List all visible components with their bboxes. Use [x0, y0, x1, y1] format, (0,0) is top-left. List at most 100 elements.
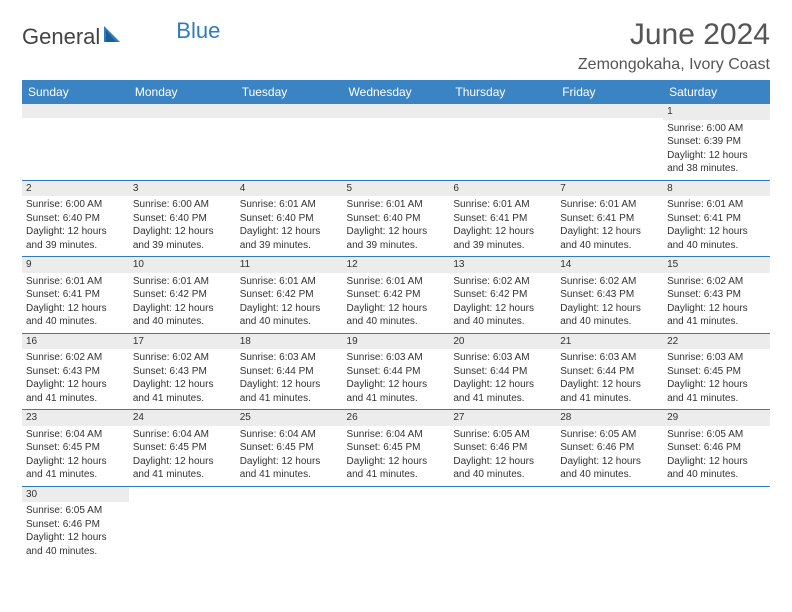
sunset-text: Sunset: 6:44 PM	[560, 365, 659, 379]
daylight-text: Daylight: 12 hours and 41 minutes.	[347, 455, 446, 482]
day-number: 2	[22, 181, 129, 197]
calendar-cell: 4Sunrise: 6:01 AMSunset: 6:40 PMDaylight…	[236, 180, 343, 257]
day-number: 7	[556, 181, 663, 197]
daylight-text: Daylight: 12 hours and 40 minutes.	[347, 302, 446, 329]
cell-body: Sunrise: 6:01 AMSunset: 6:41 PMDaylight:…	[556, 196, 663, 256]
calendar-cell	[556, 104, 663, 180]
sunset-text: Sunset: 6:41 PM	[453, 212, 552, 226]
calendar-cell: 6Sunrise: 6:01 AMSunset: 6:41 PMDaylight…	[449, 180, 556, 257]
calendar-cell: 20Sunrise: 6:03 AMSunset: 6:44 PMDayligh…	[449, 333, 556, 410]
cell-body: Sunrise: 6:03 AMSunset: 6:44 PMDaylight:…	[343, 349, 450, 409]
sunset-text: Sunset: 6:43 PM	[26, 365, 125, 379]
cell-body: Sunrise: 6:04 AMSunset: 6:45 PMDaylight:…	[343, 426, 450, 486]
day-number: 19	[343, 334, 450, 350]
daylight-text: Daylight: 12 hours and 41 minutes.	[240, 378, 339, 405]
weekday-header: Friday	[556, 80, 663, 104]
sunset-text: Sunset: 6:42 PM	[453, 288, 552, 302]
daylight-text: Daylight: 12 hours and 40 minutes.	[453, 455, 552, 482]
cell-body: Sunrise: 6:04 AMSunset: 6:45 PMDaylight:…	[236, 426, 343, 486]
day-number: 12	[343, 257, 450, 273]
cell-body: Sunrise: 6:02 AMSunset: 6:43 PMDaylight:…	[22, 349, 129, 409]
daylight-text: Daylight: 12 hours and 40 minutes.	[26, 531, 125, 558]
sunset-text: Sunset: 6:43 PM	[133, 365, 232, 379]
day-number	[663, 487, 770, 501]
sunset-text: Sunset: 6:46 PM	[560, 441, 659, 455]
sunrise-text: Sunrise: 6:05 AM	[26, 504, 125, 518]
day-number: 5	[343, 181, 450, 197]
sunrise-text: Sunrise: 6:00 AM	[26, 198, 125, 212]
sunset-text: Sunset: 6:45 PM	[26, 441, 125, 455]
cell-body: Sunrise: 6:01 AMSunset: 6:41 PMDaylight:…	[449, 196, 556, 256]
sunset-text: Sunset: 6:42 PM	[133, 288, 232, 302]
daylight-text: Daylight: 12 hours and 39 minutes.	[240, 225, 339, 252]
sunrise-text: Sunrise: 6:02 AM	[560, 275, 659, 289]
daylight-text: Daylight: 12 hours and 40 minutes.	[667, 455, 766, 482]
calendar-cell: 7Sunrise: 6:01 AMSunset: 6:41 PMDaylight…	[556, 180, 663, 257]
day-number: 8	[663, 181, 770, 197]
day-number: 23	[22, 410, 129, 426]
sunrise-text: Sunrise: 6:04 AM	[347, 428, 446, 442]
calendar-cell: 18Sunrise: 6:03 AMSunset: 6:44 PMDayligh…	[236, 333, 343, 410]
day-number: 25	[236, 410, 343, 426]
brand-logo: General Blue	[22, 18, 220, 50]
daylight-text: Daylight: 12 hours and 41 minutes.	[133, 455, 232, 482]
weekday-header: Saturday	[663, 80, 770, 104]
cell-body: Sunrise: 6:00 AMSunset: 6:40 PMDaylight:…	[129, 196, 236, 256]
sunrise-text: Sunrise: 6:02 AM	[133, 351, 232, 365]
calendar-row: 2Sunrise: 6:00 AMSunset: 6:40 PMDaylight…	[22, 180, 770, 257]
sunset-text: Sunset: 6:44 PM	[453, 365, 552, 379]
daylight-text: Daylight: 12 hours and 41 minutes.	[667, 302, 766, 329]
calendar-row: 16Sunrise: 6:02 AMSunset: 6:43 PMDayligh…	[22, 333, 770, 410]
daylight-text: Daylight: 12 hours and 41 minutes.	[26, 455, 125, 482]
day-number	[343, 104, 450, 118]
day-number: 24	[129, 410, 236, 426]
day-number	[556, 104, 663, 118]
cell-body: Sunrise: 6:05 AMSunset: 6:46 PMDaylight:…	[22, 502, 129, 562]
sunrise-text: Sunrise: 6:03 AM	[560, 351, 659, 365]
calendar-cell: 5Sunrise: 6:01 AMSunset: 6:40 PMDaylight…	[343, 180, 450, 257]
day-number: 11	[236, 257, 343, 273]
daylight-text: Daylight: 12 hours and 41 minutes.	[453, 378, 552, 405]
day-number	[236, 104, 343, 118]
calendar-cell: 28Sunrise: 6:05 AMSunset: 6:46 PMDayligh…	[556, 410, 663, 487]
daylight-text: Daylight: 12 hours and 41 minutes.	[667, 378, 766, 405]
daylight-text: Daylight: 12 hours and 40 minutes.	[240, 302, 339, 329]
calendar-cell	[343, 486, 450, 562]
calendar-cell: 26Sunrise: 6:04 AMSunset: 6:45 PMDayligh…	[343, 410, 450, 487]
page-header: General Blue June 2024 Zemongokaha, Ivor…	[22, 18, 770, 74]
day-number	[129, 104, 236, 118]
sunset-text: Sunset: 6:39 PM	[667, 135, 766, 149]
daylight-text: Daylight: 12 hours and 39 minutes.	[453, 225, 552, 252]
sunrise-text: Sunrise: 6:01 AM	[240, 198, 339, 212]
calendar-cell: 2Sunrise: 6:00 AMSunset: 6:40 PMDaylight…	[22, 180, 129, 257]
day-number	[343, 487, 450, 501]
weekday-header: Sunday	[22, 80, 129, 104]
calendar-cell: 23Sunrise: 6:04 AMSunset: 6:45 PMDayligh…	[22, 410, 129, 487]
daylight-text: Daylight: 12 hours and 39 minutes.	[347, 225, 446, 252]
cell-body: Sunrise: 6:03 AMSunset: 6:44 PMDaylight:…	[449, 349, 556, 409]
calendar-cell: 1Sunrise: 6:00 AMSunset: 6:39 PMDaylight…	[663, 104, 770, 180]
calendar-cell: 14Sunrise: 6:02 AMSunset: 6:43 PMDayligh…	[556, 257, 663, 334]
cell-body: Sunrise: 6:01 AMSunset: 6:42 PMDaylight:…	[129, 273, 236, 333]
weekday-header: Tuesday	[236, 80, 343, 104]
calendar-cell: 17Sunrise: 6:02 AMSunset: 6:43 PMDayligh…	[129, 333, 236, 410]
sunrise-text: Sunrise: 6:05 AM	[560, 428, 659, 442]
day-number: 17	[129, 334, 236, 350]
day-number: 15	[663, 257, 770, 273]
sunset-text: Sunset: 6:40 PM	[26, 212, 125, 226]
sunset-text: Sunset: 6:40 PM	[240, 212, 339, 226]
daylight-text: Daylight: 12 hours and 40 minutes.	[667, 225, 766, 252]
calendar-cell: 13Sunrise: 6:02 AMSunset: 6:42 PMDayligh…	[449, 257, 556, 334]
daylight-text: Daylight: 12 hours and 39 minutes.	[133, 225, 232, 252]
sunrise-text: Sunrise: 6:03 AM	[240, 351, 339, 365]
day-number: 6	[449, 181, 556, 197]
daylight-text: Daylight: 12 hours and 38 minutes.	[667, 149, 766, 176]
calendar-cell: 15Sunrise: 6:02 AMSunset: 6:43 PMDayligh…	[663, 257, 770, 334]
day-number: 4	[236, 181, 343, 197]
day-number: 27	[449, 410, 556, 426]
sunset-text: Sunset: 6:40 PM	[347, 212, 446, 226]
calendar-cell	[236, 104, 343, 180]
sunset-text: Sunset: 6:45 PM	[667, 365, 766, 379]
sunrise-text: Sunrise: 6:02 AM	[667, 275, 766, 289]
sunrise-text: Sunrise: 6:01 AM	[667, 198, 766, 212]
